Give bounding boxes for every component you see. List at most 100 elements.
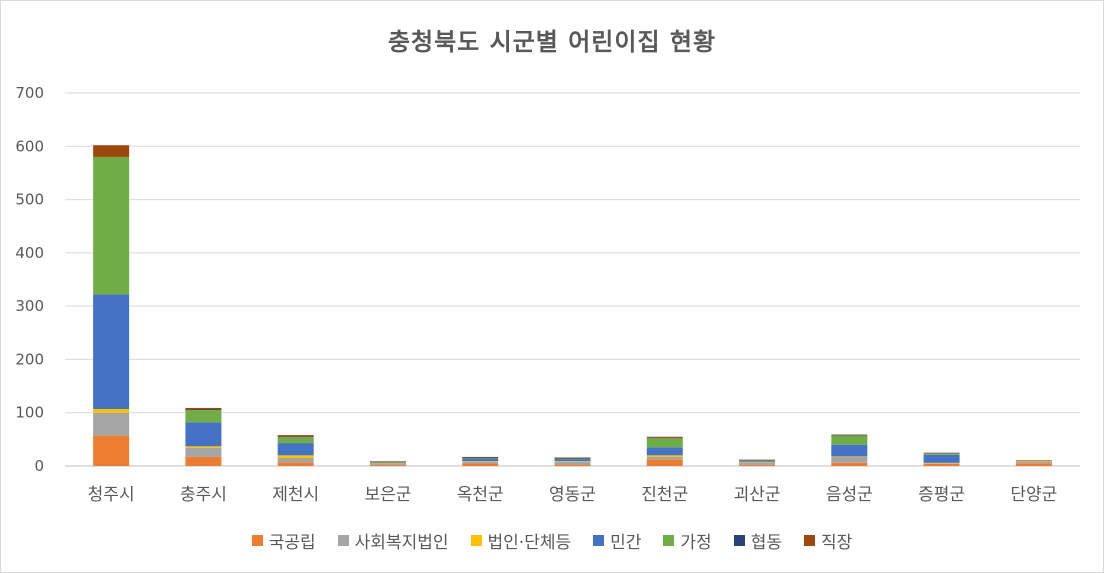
bar-segment: [277, 455, 314, 459]
x-category-label: 괴산군: [734, 485, 781, 505]
x-category-label: 보은군: [364, 485, 411, 505]
legend-label: 국공립: [268, 533, 316, 553]
bar-segment: [831, 435, 868, 436]
bar-segment: [646, 437, 683, 439]
bar-segment: [646, 438, 683, 448]
bar-segment: [185, 407, 222, 410]
bar-segment: [923, 453, 960, 454]
bar-segment: [1015, 463, 1052, 466]
bar-segment: [739, 462, 776, 465]
legend-label: 가정: [680, 533, 712, 553]
bar-segment: [185, 446, 222, 448]
bar-segment: [462, 461, 499, 462]
bar-segment: [554, 461, 591, 465]
bar-segment: [462, 458, 499, 462]
legend-item: 사회복지법인: [337, 528, 449, 553]
legend-item: 가정: [663, 528, 712, 553]
bar-segment: [462, 461, 499, 464]
bar-segment: [646, 447, 683, 456]
bar-segment: [185, 409, 222, 411]
bar-segment: [554, 458, 591, 460]
legend-swatch: [470, 535, 482, 546]
legend-swatch: [733, 535, 745, 546]
x-category-label: 진천군: [641, 485, 688, 505]
x-category-label: 음성군: [826, 485, 873, 505]
legend-label: 법인·단체등: [487, 533, 572, 553]
bar-segment: [923, 463, 960, 464]
legend-item: 국공립: [251, 528, 316, 553]
bar-segment: [462, 463, 499, 466]
bar-segment: [831, 462, 868, 466]
bar-segment: [646, 455, 683, 457]
bar-segment: [554, 457, 591, 459]
y-tick-label: 500: [15, 191, 44, 209]
bar-segment: [93, 435, 130, 466]
bar-segment: [923, 454, 960, 463]
bar-segment: [739, 462, 776, 463]
bar-segment: [93, 412, 130, 436]
bar-segment: [646, 436, 683, 438]
bar-segment: [646, 459, 683, 466]
x-category-label: 청주시: [88, 485, 135, 505]
bar-segment: [369, 462, 406, 464]
bar-segment: [1015, 460, 1052, 461]
bar-segment: [277, 458, 314, 463]
legend-swatch: [593, 535, 605, 546]
bar-segment: [462, 457, 499, 459]
x-category-label: 제천시: [272, 485, 319, 505]
legend-item: 법인·단체등: [470, 528, 572, 553]
bar-segment: [369, 464, 406, 466]
bar-segment: [93, 145, 130, 157]
bar-segment: [277, 436, 314, 438]
bar-segment: [923, 453, 960, 455]
x-category-label: 충주시: [180, 485, 227, 505]
bar-segment: [831, 444, 868, 457]
bar-segment: [369, 463, 406, 464]
bar-segment: [739, 460, 776, 461]
legend-label: 민간: [610, 533, 642, 553]
bar-segment: [554, 464, 591, 466]
bar-segment: [462, 456, 499, 458]
x-category-label: 단양군: [1010, 485, 1057, 505]
bar-segment: [739, 461, 776, 463]
bar-segment: [923, 452, 960, 454]
bar-segment: [646, 456, 683, 460]
x-category-label: 증평군: [918, 485, 965, 505]
bar-segment: [554, 458, 591, 459]
bar-segment: [369, 463, 406, 465]
bar-segment: [93, 156, 130, 295]
y-tick-label: 600: [15, 137, 44, 155]
legend-item: 협동: [733, 528, 782, 553]
bar-segment: [369, 462, 406, 463]
chart-title: 충청북도 시군별 어린이집 현황: [387, 28, 717, 56]
bar-segment: [185, 410, 222, 423]
y-tick-label: 0: [34, 457, 44, 475]
legend-label: 직장: [820, 533, 853, 553]
y-tick-label: 300: [15, 297, 44, 315]
bar-segment: [831, 456, 868, 457]
y-tick-label: 400: [15, 244, 44, 262]
bar-segment: [277, 435, 314, 437]
bar-segment: [554, 459, 591, 462]
x-category-label: 영동군: [549, 485, 596, 505]
legend-label: 사회복지법인: [354, 533, 449, 553]
bar-segment: [831, 456, 868, 463]
bar-segment: [93, 294, 130, 409]
bar-segment: [369, 461, 406, 462]
bar-segment: [369, 461, 406, 463]
bar-segment: [739, 460, 776, 462]
bar-segment: [1015, 461, 1052, 464]
x-category-label: 옥천군: [457, 485, 504, 505]
bar-segment: [1015, 460, 1052, 462]
chart-legend: 국공립 사회복지법인 법인·단체등 민간 가정 협동 직장: [0, 528, 1104, 553]
bar-segment: [831, 435, 868, 445]
bar-segment: [739, 459, 776, 461]
bar-segment: [554, 461, 591, 462]
bar-segment: [462, 458, 499, 459]
y-tick-label: 700: [15, 84, 44, 102]
bar-segment: [185, 456, 222, 466]
y-tick-label: 200: [15, 350, 44, 368]
bar-segment: [739, 464, 776, 466]
